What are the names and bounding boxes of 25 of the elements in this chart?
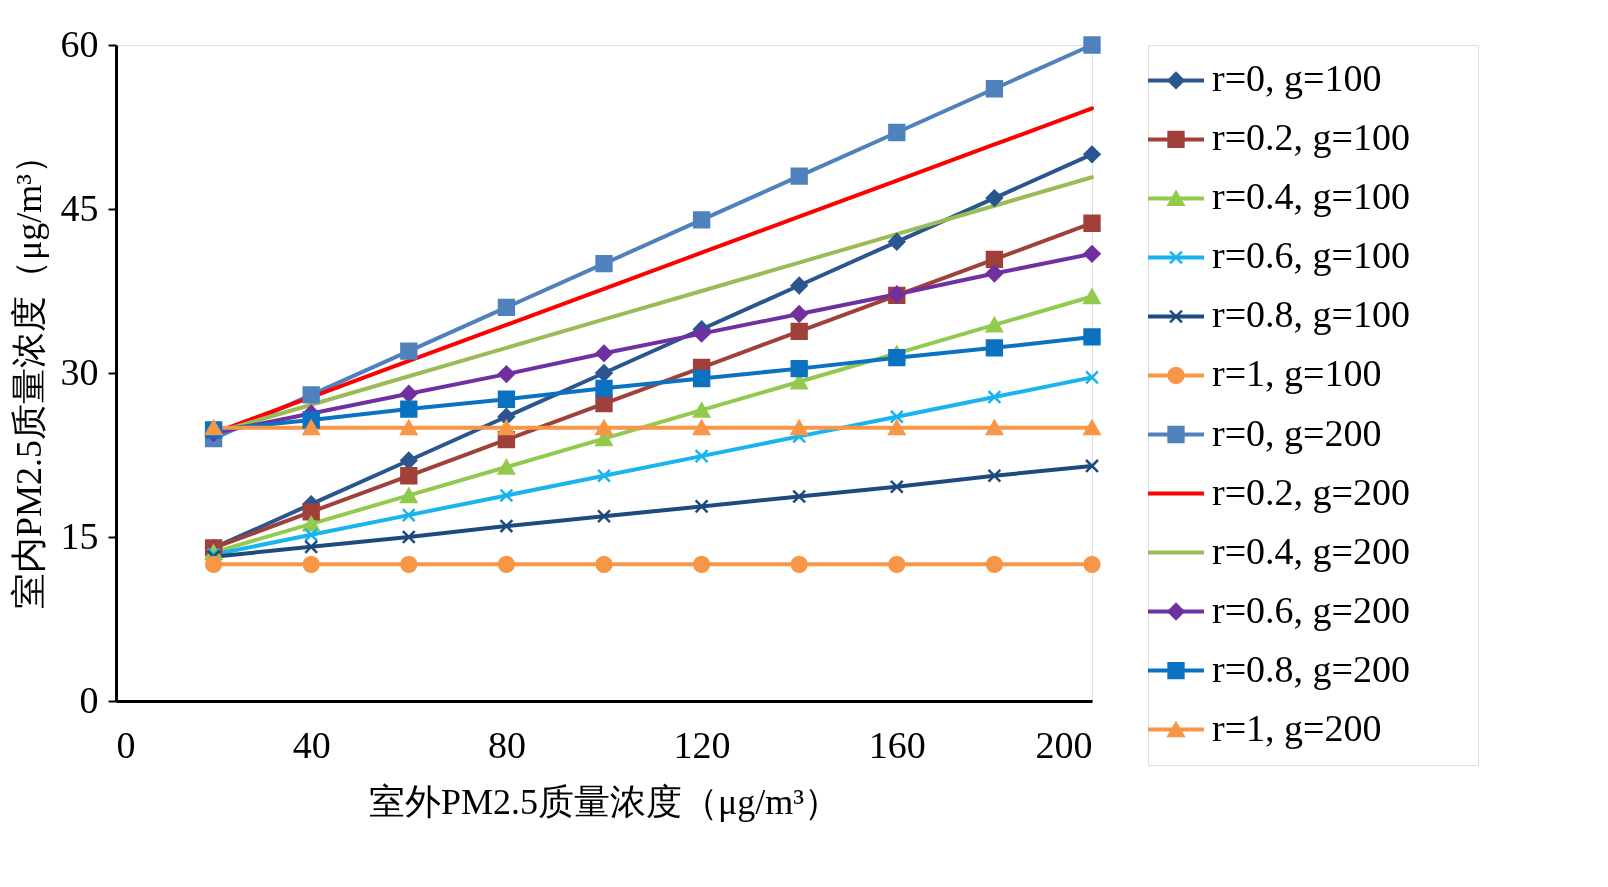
y-tick-label: 30 [60,350,99,393]
y-tick-label: 60 [60,22,99,65]
x-tick-label: 200 [1035,723,1093,766]
legend-label: r=0.2, g=100 [1212,116,1411,159]
y-axis-title: 室内PM2.5质量浓度（μg/m³） [8,137,49,610]
legend-label: r=0.4, g=100 [1212,175,1411,218]
legend-label: r=1, g=200 [1212,706,1382,749]
x-axis-title: 室外PM2.5质量浓度（μg/m³） [368,781,841,822]
legend-label: r=0.4, g=200 [1212,529,1411,572]
legend-label: r=0.6, g=100 [1212,234,1411,277]
legend-label: r=0.8, g=100 [1212,293,1411,336]
legend-label: r=0, g=100 [1212,57,1382,100]
legend-label: r=0.8, g=200 [1212,647,1411,690]
y-tick-label: 15 [60,514,99,557]
legend-label: r=0.6, g=200 [1212,588,1411,631]
x-tick-label: 120 [673,723,731,766]
x-tick-label: 160 [868,723,926,766]
y-tick-label: 0 [79,678,99,721]
y-tick-label: 45 [60,186,99,229]
legend-label: r=1, g=100 [1212,352,1382,395]
x-tick-label: 40 [292,723,331,766]
x-tick-label: 0 [116,723,136,766]
legend-label: r=0, g=200 [1212,411,1382,454]
legend-label: r=0.2, g=200 [1212,470,1411,513]
x-tick-label: 80 [487,723,526,766]
